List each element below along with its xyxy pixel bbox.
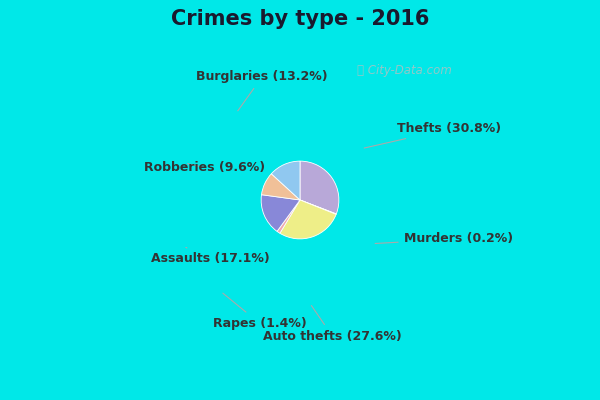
Wedge shape [300, 200, 336, 214]
Wedge shape [271, 161, 300, 200]
Wedge shape [277, 200, 300, 233]
Text: Burglaries (13.2%): Burglaries (13.2%) [196, 70, 328, 111]
Text: Crimes by type - 2016: Crimes by type - 2016 [171, 9, 429, 29]
Wedge shape [300, 161, 339, 214]
Text: Robberies (9.6%): Robberies (9.6%) [145, 161, 266, 174]
Text: Auto thefts (27.6%): Auto thefts (27.6%) [263, 306, 402, 342]
Text: Murders (0.2%): Murders (0.2%) [375, 232, 513, 245]
Text: Assaults (17.1%): Assaults (17.1%) [151, 248, 270, 265]
Text: Rapes (1.4%): Rapes (1.4%) [212, 293, 306, 330]
Wedge shape [262, 174, 300, 200]
Text: ⓘ City-Data.com: ⓘ City-Data.com [358, 64, 452, 77]
Text: Thefts (30.8%): Thefts (30.8%) [364, 122, 502, 148]
Wedge shape [261, 195, 300, 231]
Wedge shape [280, 200, 336, 239]
